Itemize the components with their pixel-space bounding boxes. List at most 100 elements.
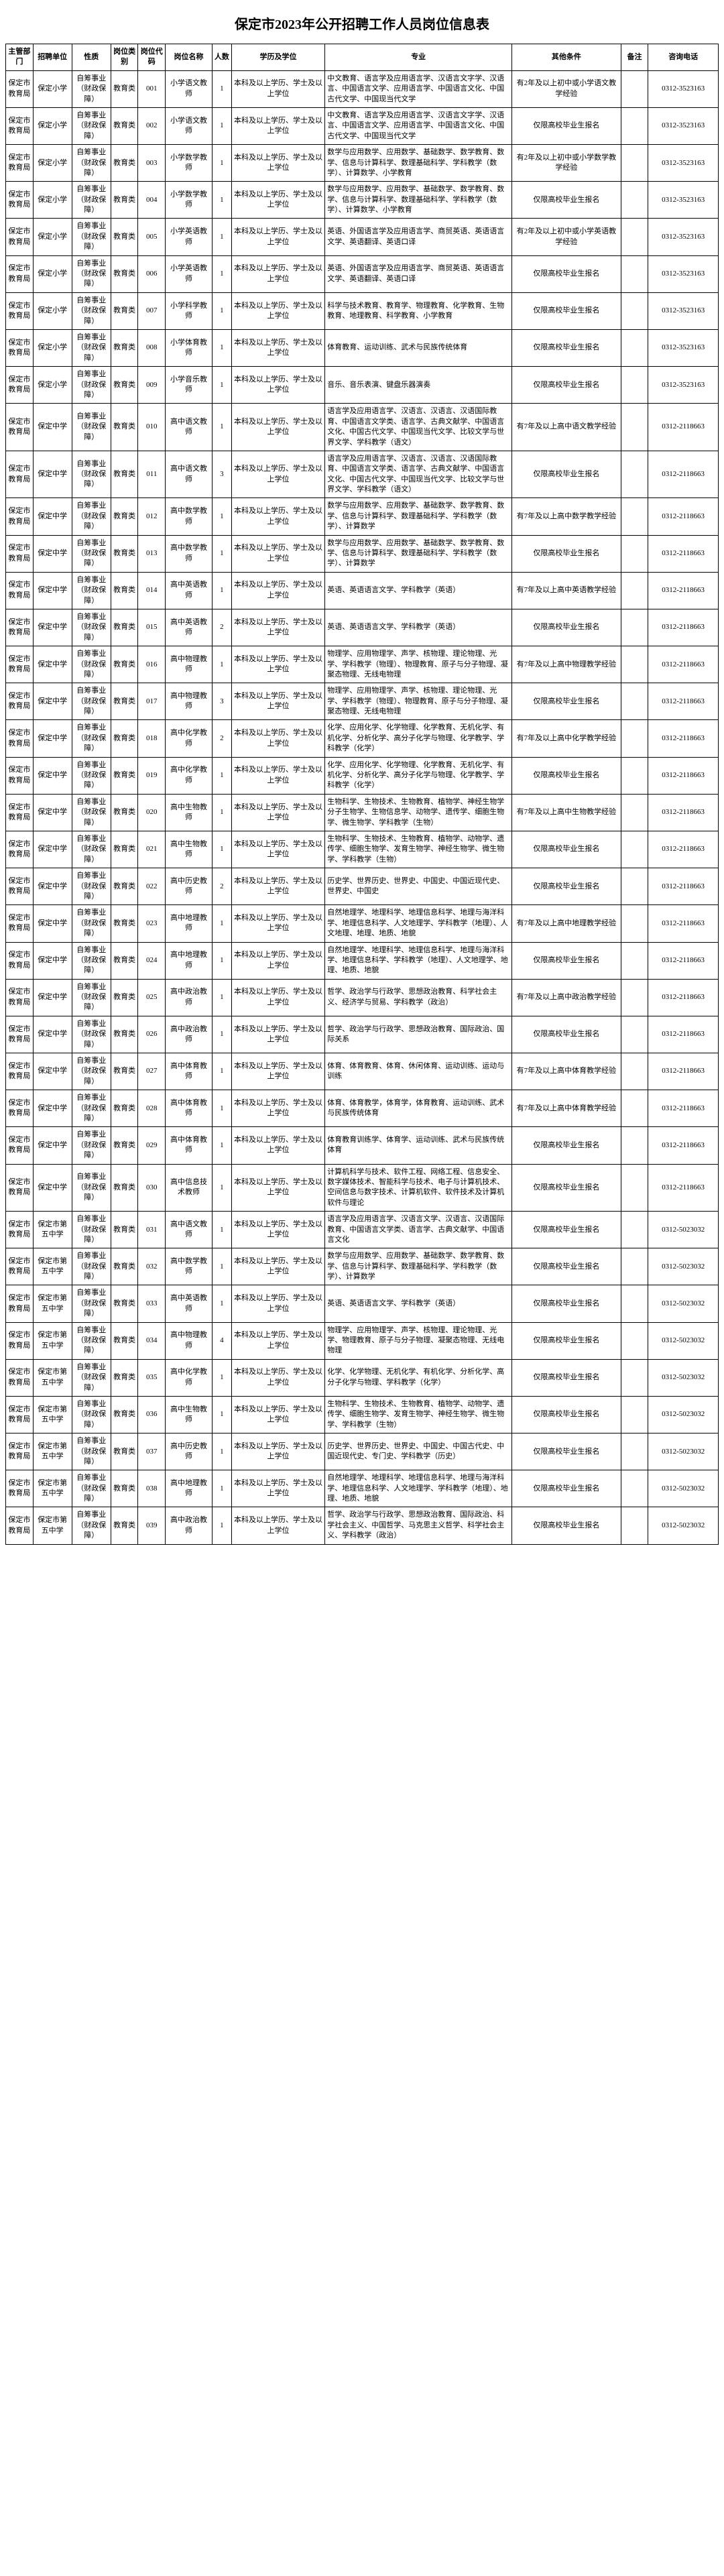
cell-category: 教育类: [111, 1090, 138, 1127]
cell-code: 037: [138, 1433, 166, 1470]
cell-category: 教育类: [111, 107, 138, 144]
cell-category: 教育类: [111, 1053, 138, 1090]
table-row: 保定市教育局保定中学自筹事业（财政保障）教育类022高中历史教师2本科及以上学历…: [6, 868, 719, 905]
cell-code: 022: [138, 868, 166, 905]
cell-note: [621, 757, 648, 794]
cell-num: 1: [212, 942, 231, 979]
cell-name: 高中体育教师: [166, 1090, 213, 1127]
cell-name: 高中英语教师: [166, 609, 213, 646]
cell-dept: 保定市教育局: [6, 1322, 34, 1359]
cell-category: 教育类: [111, 1164, 138, 1212]
cell-category: 教育类: [111, 609, 138, 646]
table-row: 保定市教育局保定中学自筹事业（财政保障）教育类024高中地理教师1本科及以上学历…: [6, 942, 719, 979]
cell-nature: 自筹事业（财政保障）: [72, 942, 111, 979]
cell-unit: 保定小学: [33, 145, 72, 182]
cell-note: [621, 292, 648, 329]
cell-dept: 保定市教育局: [6, 609, 34, 646]
table-row: 保定市教育局保定小学自筹事业（财政保障）教育类009小学音乐教师1本科及以上学历…: [6, 367, 719, 404]
cell-dept: 保定市教育局: [6, 757, 34, 794]
cell-name: 高中物理教师: [166, 1322, 213, 1359]
cell-other: 仅限高校毕业生报名: [512, 107, 621, 144]
cell-major: 体育、体育教育、体育、休闲体育、运动训练、运动与训练: [325, 1053, 512, 1090]
table-row: 保定市教育局保定中学自筹事业（财政保障）教育类015高中英语教师2本科及以上学历…: [6, 609, 719, 646]
cell-tel: 0312-2118663: [648, 1016, 719, 1053]
cell-name: 高中体育教师: [166, 1053, 213, 1090]
table-row: 保定市教育局保定中学自筹事业（财政保障）教育类020高中生物教师1本科及以上学历…: [6, 794, 719, 831]
cell-code: 002: [138, 107, 166, 144]
cell-note: [621, 70, 648, 107]
cell-note: [621, 905, 648, 942]
cell-nature: 自筹事业（财政保障）: [72, 572, 111, 609]
cell-note: [621, 1016, 648, 1053]
cell-note: [621, 683, 648, 720]
cell-major: 音乐、音乐表演、键盘乐器演奏: [325, 367, 512, 404]
cell-note: [621, 535, 648, 572]
cell-edu: 本科及以上学历、学士及以上学位: [231, 720, 324, 757]
cell-category: 教育类: [111, 720, 138, 757]
cell-code: 008: [138, 329, 166, 366]
col-dept: 主管部门: [6, 44, 34, 71]
cell-tel: 0312-3523163: [648, 107, 719, 144]
cell-code: 016: [138, 646, 166, 683]
cell-tel: 0312-2118663: [648, 609, 719, 646]
cell-unit: 保定中学: [33, 979, 72, 1016]
col-unit: 招聘单位: [33, 44, 72, 71]
cell-note: [621, 1322, 648, 1359]
cell-nature: 自筹事业（财政保障）: [72, 1396, 111, 1433]
cell-major: 生物科学、生物技术、生物教育、植物学、动物学、遗传学、细胞生物学、发育生物学、神…: [325, 831, 512, 868]
cell-num: 1: [212, 1433, 231, 1470]
cell-unit: 保定小学: [33, 70, 72, 107]
cell-code: 018: [138, 720, 166, 757]
cell-category: 教育类: [111, 1470, 138, 1507]
cell-dept: 保定市教育局: [6, 292, 34, 329]
cell-edu: 本科及以上学历、学士及以上学位: [231, 535, 324, 572]
cell-nature: 自筹事业（财政保障）: [72, 329, 111, 366]
cell-other: 仅限高校毕业生报名: [512, 1016, 621, 1053]
cell-major: 数学与应用数学、应用数学、基础数学、数学教育、数学、信息与计算科学、数理基础科学…: [325, 182, 512, 219]
cell-other: 仅限高校毕业生报名: [512, 757, 621, 794]
cell-code: 013: [138, 535, 166, 572]
cell-major: 生物科学、生物技术、生物教育、植物学、神经生物学分子生物学、生物信息学、动物学、…: [325, 794, 512, 831]
cell-other: 仅限高校毕业生报名: [512, 1359, 621, 1396]
cell-major: 科学与技术教育、教育学、物理教育、化学教育、生物教育、地理教育、科学教育、小学教…: [325, 292, 512, 329]
cell-major: 生物科学、生物技术、生物教育、植物学、动物学、遗传学、细胞生物学、发育生物学、神…: [325, 1396, 512, 1433]
cell-edu: 本科及以上学历、学士及以上学位: [231, 1016, 324, 1053]
cell-unit: 保定中学: [33, 905, 72, 942]
cell-num: 1: [212, 1470, 231, 1507]
cell-num: 2: [212, 609, 231, 646]
cell-major: 体育、体育教学，体育学，体育教育、运动训练、武术与民族传统体育: [325, 1090, 512, 1127]
cell-note: [621, 498, 648, 535]
cell-code: 005: [138, 219, 166, 255]
cell-note: [621, 1359, 648, 1396]
cell-nature: 自筹事业（财政保障）: [72, 70, 111, 107]
cell-dept: 保定市教育局: [6, 219, 34, 255]
cell-tel: 0312-2118663: [648, 1127, 719, 1164]
cell-code: 031: [138, 1212, 166, 1248]
cell-name: 高中化学教师: [166, 720, 213, 757]
cell-edu: 本科及以上学历、学士及以上学位: [231, 942, 324, 979]
cell-name: 小学科学教师: [166, 292, 213, 329]
col-tel: 咨询电话: [648, 44, 719, 71]
cell-other: 仅限高校毕业生报名: [512, 1248, 621, 1285]
cell-num: 4: [212, 1322, 231, 1359]
cell-code: 009: [138, 367, 166, 404]
cell-other: 仅限高校毕业生报名: [512, 535, 621, 572]
cell-code: 039: [138, 1507, 166, 1544]
cell-major: 中文教育、语言学及应用语言学、汉语言文字学、汉语言、中国语言文学、应用语言学、中…: [325, 70, 512, 107]
cell-major: 语言学及应用语言学、汉语言、汉语言、汉语国际教育、中国语言文学类、语言学、古典文…: [325, 451, 512, 498]
cell-name: 高中体育教师: [166, 1127, 213, 1164]
cell-name: 小学英语教师: [166, 219, 213, 255]
cell-num: 1: [212, 292, 231, 329]
cell-tel: 0312-2118663: [648, 794, 719, 831]
table-row: 保定市教育局保定市第五中学自筹事业（财政保障）教育类034高中物理教师4本科及以…: [6, 1322, 719, 1359]
cell-unit: 保定中学: [33, 646, 72, 683]
cell-unit: 保定中学: [33, 794, 72, 831]
cell-edu: 本科及以上学历、学士及以上学位: [231, 1433, 324, 1470]
table-row: 保定市教育局保定中学自筹事业（财政保障）教育类021高中生物教师1本科及以上学历…: [6, 831, 719, 868]
cell-edu: 本科及以上学历、学士及以上学位: [231, 451, 324, 498]
cell-major: 自然地理学、地理科学、地理信息科学、地理与海洋科学、地理信息科学、学科教学（地理…: [325, 942, 512, 979]
table-row: 保定市教育局保定市第五中学自筹事业（财政保障）教育类037高中历史教师1本科及以…: [6, 1433, 719, 1470]
cell-tel: 0312-2118663: [648, 404, 719, 451]
cell-other: 仅限高校毕业生报名: [512, 329, 621, 366]
cell-edu: 本科及以上学历、学士及以上学位: [231, 367, 324, 404]
